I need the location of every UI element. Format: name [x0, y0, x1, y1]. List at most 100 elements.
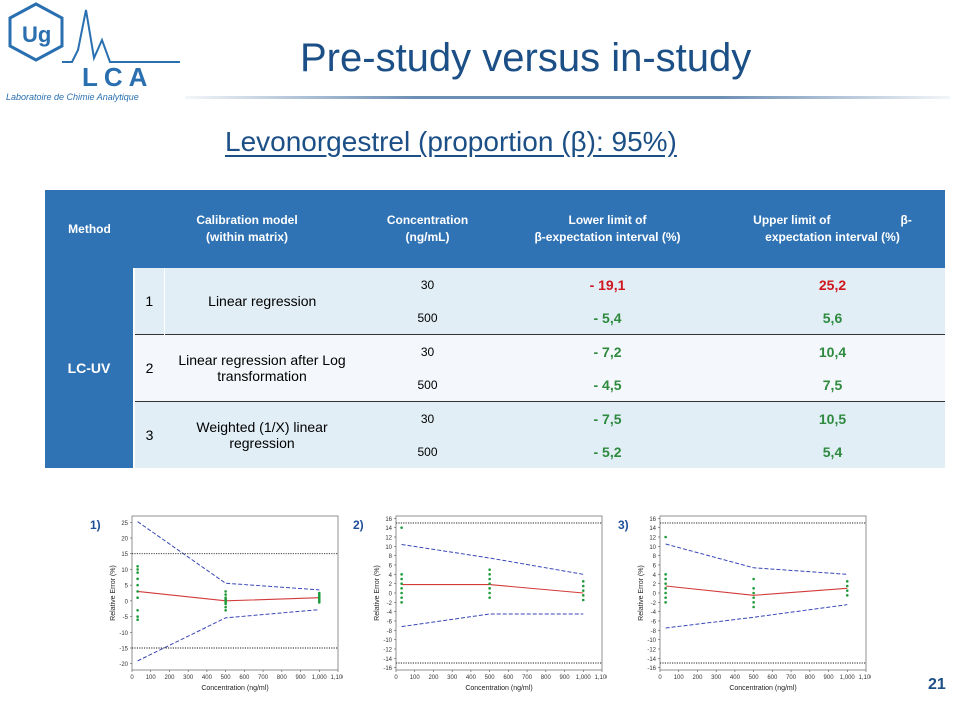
- upper-limit-value: 10,4: [720, 334, 945, 368]
- data-point: [224, 602, 227, 606]
- concentration-value: 30: [360, 334, 495, 368]
- x-tick-label: 600: [239, 675, 250, 681]
- y-tick-label: 2: [389, 582, 393, 588]
- x-tick-label: 900: [824, 675, 835, 681]
- y-tick-label: 4: [389, 573, 393, 579]
- data-point: [136, 596, 139, 600]
- data-point: [400, 591, 403, 595]
- data-point: [488, 591, 491, 595]
- x-tick-label: 300: [447, 675, 458, 681]
- x-tick-label: 1,000: [576, 675, 592, 681]
- title-divider: [185, 96, 950, 99]
- row-index: 3: [133, 401, 164, 468]
- plot-frame: [395, 515, 603, 671]
- x-tick-label: 100: [674, 675, 685, 681]
- x-tick-label: 1,100: [594, 675, 607, 681]
- data-point: [136, 583, 139, 587]
- data-point: [224, 605, 227, 609]
- data-point: [136, 577, 139, 581]
- row-index: 1: [133, 268, 164, 335]
- data-point: [400, 587, 403, 590]
- data-point: [488, 582, 491, 585]
- data-point: [224, 590, 227, 593]
- x-tick-label: 500: [221, 675, 232, 681]
- x-tick-label: 900: [560, 675, 571, 681]
- series-tolerance-line: [401, 543, 584, 575]
- x-tick-label: 400: [466, 675, 477, 681]
- x-tick-label: 500: [749, 675, 760, 681]
- x-tick-label: 500: [485, 675, 496, 681]
- data-point: [581, 598, 585, 602]
- x-tick-label: 600: [503, 675, 514, 681]
- x-tick-label: 400: [730, 675, 741, 681]
- logo-caption: Laboratoire de Chimie Analytique: [6, 92, 139, 102]
- y-tick-label: 6: [653, 564, 657, 570]
- y-tick-label: -6: [387, 620, 393, 626]
- y-tick-label: 5: [125, 584, 129, 590]
- y-tick-label: -15: [119, 647, 128, 653]
- x-tick-label: 400: [202, 675, 213, 681]
- y-tick-label: -10: [647, 638, 656, 644]
- y-tick-label: 0: [653, 592, 657, 598]
- y-tick-label: -2: [651, 601, 657, 607]
- lower-limit-value: - 4,5: [495, 368, 720, 402]
- x-tick-label: 800: [541, 675, 552, 681]
- y-tick-label: 2: [653, 582, 657, 588]
- data-point: [664, 591, 667, 595]
- data-point: [488, 577, 491, 581]
- plot-frame: [131, 515, 339, 671]
- data-point: [488, 596, 491, 599]
- y-tick-label: 14: [385, 526, 392, 532]
- data-point: [664, 596, 667, 599]
- x-tick-label: 700: [786, 675, 797, 681]
- plot-label-1: 1): [90, 518, 101, 532]
- data-point: [845, 589, 849, 592]
- data-point: [664, 535, 667, 539]
- calibration-model: Linear regression after Log transformati…: [164, 334, 360, 402]
- table-row: 500 - 5,4 5,6: [45, 301, 945, 335]
- data-point: [136, 564, 139, 568]
- y-tick-label: -10: [383, 638, 392, 644]
- x-tick-label: 900: [296, 675, 307, 681]
- y-tick-label: 8: [389, 554, 393, 560]
- data-point: [136, 615, 139, 618]
- data-point: [664, 577, 667, 581]
- data-point: [488, 587, 491, 590]
- header-upper-limit: Upper limit of β- expectation interval (…: [720, 190, 945, 268]
- series-bias-line: [665, 585, 848, 596]
- lower-limit-value: - 19,1: [495, 268, 720, 301]
- data-point: [400, 526, 403, 529]
- plot-label-2: 2): [353, 518, 364, 532]
- concentration-value: 30: [360, 401, 495, 435]
- lower-limit-value: - 7,5: [495, 401, 720, 435]
- y-tick-label: -8: [651, 629, 657, 635]
- slide-title: Pre-study versus in-study: [300, 36, 752, 80]
- y-tick-label: -4: [651, 610, 657, 616]
- y-tick-label: 10: [385, 545, 392, 551]
- results-table: Method Calibration model (within matrix)…: [45, 190, 945, 468]
- y-tick-label: -12: [647, 648, 656, 654]
- data-point: [581, 580, 585, 583]
- x-tick-label: 0: [130, 675, 134, 681]
- data-point: [488, 568, 491, 571]
- table-row: 2 Linear regression after Log transforma…: [45, 334, 945, 402]
- data-point: [488, 573, 491, 576]
- x-tick-label: 1,000: [312, 675, 328, 681]
- data-point: [664, 601, 667, 604]
- concentration-value: 30: [360, 268, 495, 301]
- y-tick-label: -8: [387, 629, 393, 635]
- data-point: [664, 582, 667, 585]
- y-tick-label: 12: [649, 536, 656, 542]
- x-tick-label: 300: [711, 675, 722, 681]
- x-tick-label: 700: [258, 675, 269, 681]
- y-tick-label: -12: [383, 648, 392, 654]
- y-tick-label: 4: [653, 573, 657, 579]
- x-axis-label: Concentration (ng/ml): [729, 685, 796, 692]
- y-tick-label: -14: [383, 657, 392, 663]
- data-point: [581, 594, 585, 597]
- series-tolerance-line: [665, 543, 848, 575]
- data-point: [752, 601, 755, 604]
- x-axis-label: Concentration (ng/ml): [465, 685, 532, 692]
- data-point: [845, 584, 849, 588]
